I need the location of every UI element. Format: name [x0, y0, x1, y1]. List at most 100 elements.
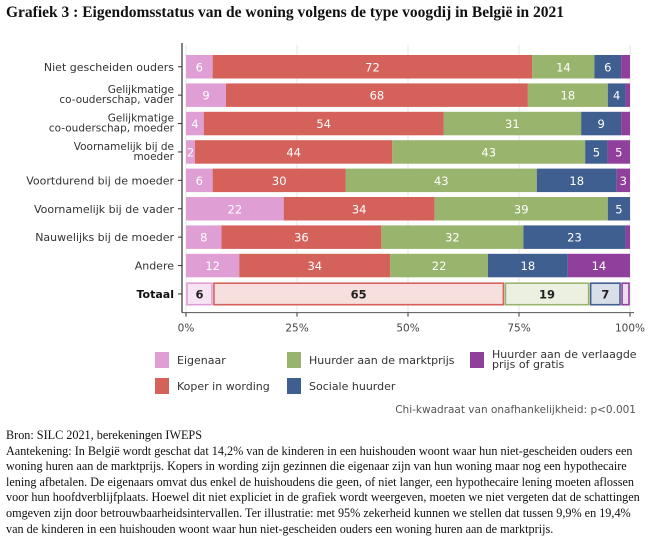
- data-label: 72: [365, 60, 380, 74]
- bar-segment: [283, 197, 435, 221]
- data-label: 43: [481, 145, 496, 159]
- bar-segment: [621, 55, 630, 79]
- category-label: Totaal: [137, 288, 174, 301]
- data-label: 6: [604, 60, 611, 74]
- bar-segment: [532, 55, 595, 79]
- category-label: Gelijkmatige co-ouderschap, moeder: [49, 113, 175, 135]
- legend-swatch: [287, 378, 301, 394]
- bar-segment: [186, 197, 284, 221]
- bar-segment: [186, 111, 204, 136]
- bar-segment: [212, 55, 533, 79]
- x-tick-label: 50%: [396, 323, 419, 335]
- total-bar-segment: [213, 282, 505, 306]
- data-label: 6: [196, 174, 203, 188]
- data-label: 36: [294, 231, 309, 245]
- bar-segment: [625, 225, 630, 249]
- legend-swatch: [287, 352, 301, 368]
- data-label: 8: [200, 231, 207, 245]
- data-label: 34: [352, 202, 367, 216]
- x-tick-label: 25%: [285, 323, 308, 335]
- bar-segment: [567, 253, 630, 278]
- legend-label-line: prijs of gratis: [492, 358, 565, 371]
- x-tick-label: 100%: [615, 323, 645, 335]
- category-label-line: Gelijkmatige: [108, 113, 174, 125]
- data-label: 34: [307, 259, 322, 273]
- bar-segment: [194, 140, 393, 164]
- note-text: Aantekening: In België wordt geschat dat…: [6, 443, 640, 536]
- data-label: 22: [432, 259, 447, 273]
- total-bar-segment: [589, 282, 621, 306]
- legend-label-line: Huurder aan de verlaagde: [492, 348, 637, 361]
- category-label: Niet gescheiden ouders: [44, 61, 174, 74]
- bar-segment: [186, 83, 226, 107]
- legend-swatch: [155, 378, 169, 394]
- data-label: 2: [187, 145, 194, 159]
- bar-segment: [585, 140, 608, 164]
- axes: [178, 43, 634, 317]
- legend: Eigenaar Huurder aan de marktprijs Huurder…: [155, 348, 637, 394]
- category-label: Gelijkmatige co-ouderschap, vader: [59, 84, 174, 106]
- chi-square-annotation: Chi-kwadraat van onafhankelijkheid: p<0.…: [395, 404, 636, 416]
- bar-segment: [607, 83, 626, 107]
- bar-segment: [239, 253, 391, 278]
- category-label-line: moeder: [133, 151, 174, 163]
- data-label: 18: [569, 174, 584, 188]
- data-label: 4: [613, 89, 620, 103]
- legend-label: Huurder aan de verlaagde prijs of gratis: [492, 348, 637, 371]
- data-label: 22: [228, 202, 243, 216]
- category-label-line: Gelijkmatige: [108, 84, 174, 96]
- category-label: Voornamelijk bij de vader: [34, 203, 175, 216]
- data-label: 18: [561, 89, 576, 103]
- legend-swatch: [470, 352, 484, 368]
- data-label: 43: [434, 174, 449, 188]
- bar-segment: [186, 253, 240, 278]
- bar-segment: [607, 197, 630, 221]
- bar-segment: [625, 83, 630, 107]
- bar-segment: [186, 140, 195, 164]
- bar-segment: [434, 197, 608, 221]
- data-label: 12: [205, 259, 220, 273]
- category-label: Voornamelijk bij de moeder: [74, 141, 175, 163]
- bar-segment: [392, 140, 586, 164]
- bar-segment: [225, 83, 528, 107]
- bar-segment: [487, 253, 568, 278]
- category-label: Nauwelijks bij de moeder: [35, 231, 174, 244]
- data-label: 18: [521, 259, 536, 273]
- bar-segment: [621, 111, 630, 136]
- x-tick-label: 75%: [507, 323, 530, 335]
- data-label: 65: [351, 287, 367, 301]
- data-label: 14: [592, 259, 607, 273]
- data-label: 23: [567, 231, 582, 245]
- bar-segment: [523, 225, 626, 249]
- data-label: 68: [370, 89, 385, 103]
- data-label: 6: [195, 287, 203, 301]
- bar-segment: [527, 83, 608, 107]
- category-label: Voortdurend bij de moeder: [26, 174, 174, 187]
- category-label-line: co-ouderschap, vader: [59, 94, 174, 106]
- category-label-line: co-ouderschap, moeder: [49, 123, 175, 135]
- data-label: 31: [505, 117, 520, 131]
- data-label: 3: [620, 174, 627, 188]
- data-label: 5: [615, 145, 622, 159]
- data-label: 4: [191, 117, 198, 131]
- category-label-line: Voornamelijk bij de: [74, 141, 174, 153]
- chart-title: Grafiek 3 : Eigendomsstatus van de wonin…: [6, 4, 565, 21]
- total-bar-segment: [186, 282, 213, 306]
- bar-segment: [390, 253, 488, 278]
- x-tick-label: 0%: [178, 323, 195, 335]
- legend-label: Eigenaar: [177, 354, 226, 367]
- bar-segment: [345, 168, 537, 193]
- total-bar-segment: [504, 282, 590, 306]
- bar-segment: [381, 225, 524, 249]
- data-label: 14: [556, 60, 571, 74]
- data-label: 5: [615, 202, 622, 216]
- bar-segment: [186, 168, 213, 193]
- stacked-bar-chart: 6 72 14 69 68 18 44 54 31 92 44 43 5 56 30 43 18 322 34 39 5…: [26, 43, 645, 416]
- legend-swatch: [155, 352, 169, 368]
- bar-segment: [581, 111, 622, 136]
- bar-segment: [443, 111, 582, 136]
- data-label: 32: [445, 231, 460, 245]
- data-label: 9: [202, 89, 209, 103]
- data-label: 7: [601, 287, 609, 301]
